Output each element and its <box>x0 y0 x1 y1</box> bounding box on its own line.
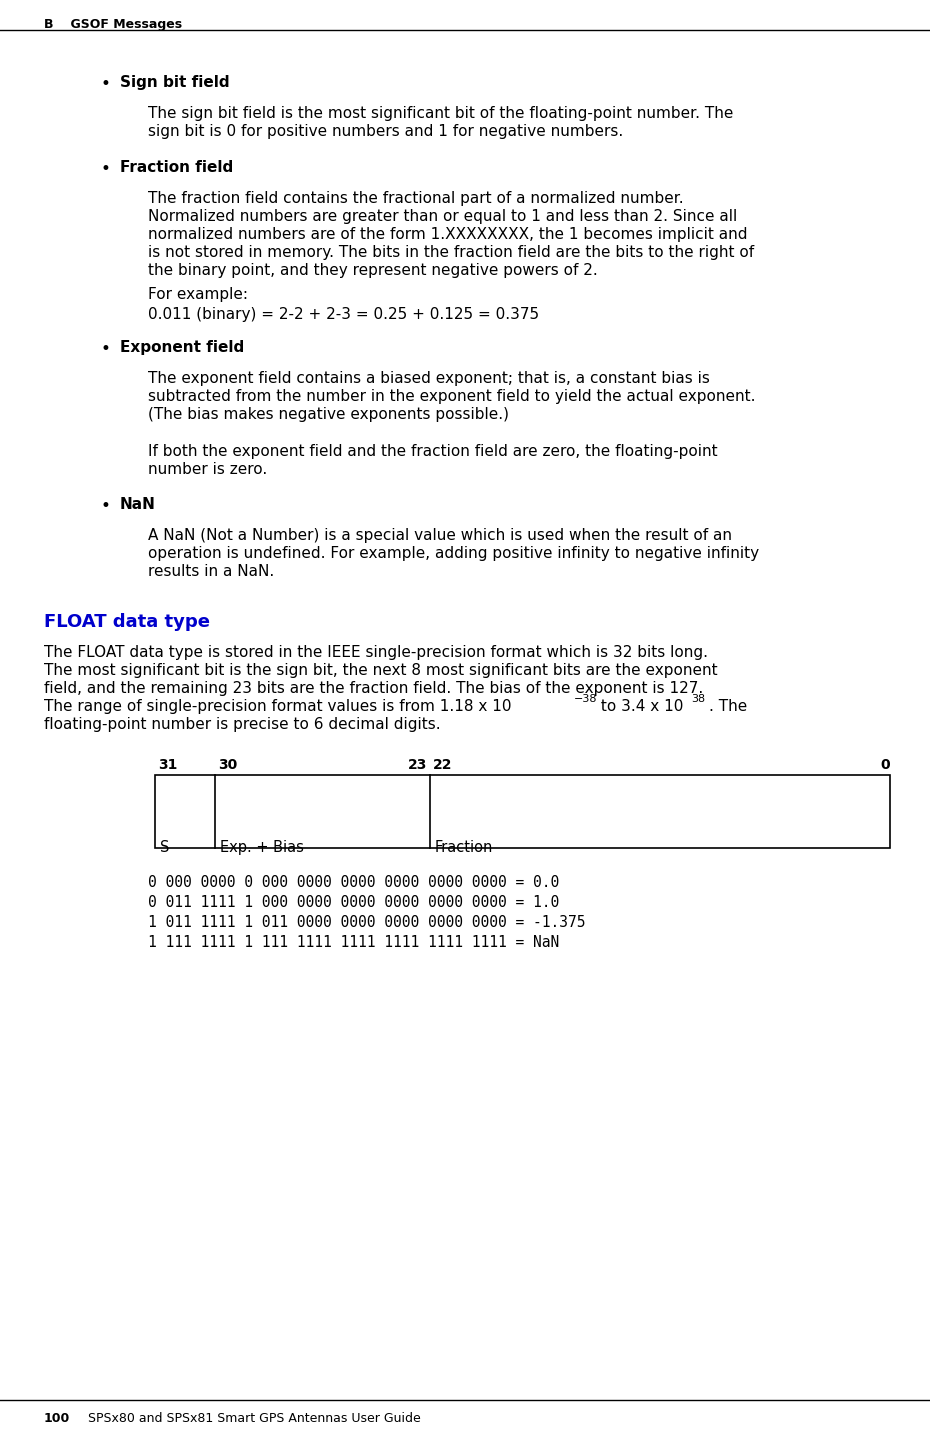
Text: is not stored in memory. The bits in the fraction field are the bits to the righ: is not stored in memory. The bits in the… <box>148 245 754 260</box>
Text: sign bit is 0 for positive numbers and 1 for negative numbers.: sign bit is 0 for positive numbers and 1… <box>148 124 623 139</box>
Text: results in a NaN.: results in a NaN. <box>148 563 274 579</box>
Text: NaN: NaN <box>120 498 156 512</box>
Text: The FLOAT data type is stored in the IEEE single-precision format which is 32 bi: The FLOAT data type is stored in the IEE… <box>44 645 708 661</box>
Text: the binary point, and they represent negative powers of 2.: the binary point, and they represent neg… <box>148 263 598 277</box>
Text: 30: 30 <box>218 758 237 772</box>
Text: •: • <box>100 74 110 93</box>
Text: . The: . The <box>709 699 747 714</box>
Text: 0: 0 <box>880 758 890 772</box>
Text: The range of single-precision format values is from 1.18 x 10: The range of single-precision format val… <box>44 699 512 714</box>
Text: 38: 38 <box>691 694 705 704</box>
Text: normalized numbers are of the form 1.XXXXXXXX, the 1 becomes implicit and: normalized numbers are of the form 1.XXX… <box>148 227 748 242</box>
Text: 23: 23 <box>408 758 428 772</box>
Text: (The bias makes negative exponents possible.): (The bias makes negative exponents possi… <box>148 408 509 422</box>
Text: Exponent field: Exponent field <box>120 340 245 355</box>
Text: B: B <box>44 19 54 31</box>
Text: If both the exponent field and the fraction field are zero, the floating-point: If both the exponent field and the fract… <box>148 443 718 459</box>
Text: •: • <box>100 498 110 515</box>
Text: The fraction field contains the fractional part of a normalized number.: The fraction field contains the fraction… <box>148 192 684 206</box>
Text: 22: 22 <box>433 758 453 772</box>
Text: Exp. + Bias: Exp. + Bias <box>220 839 304 855</box>
Text: SPSx80 and SPSx81 Smart GPS Antennas User Guide: SPSx80 and SPSx81 Smart GPS Antennas Use… <box>72 1411 420 1426</box>
Text: Normalized numbers are greater than or equal to 1 and less than 2. Since all: Normalized numbers are greater than or e… <box>148 209 737 225</box>
Text: 1 011 1111 1 011 0000 0000 0000 0000 0000 = -1.375: 1 011 1111 1 011 0000 0000 0000 0000 000… <box>148 915 586 930</box>
Text: to 3.4 x 10: to 3.4 x 10 <box>596 699 684 714</box>
Text: S: S <box>160 839 169 855</box>
Text: subtracted from the number in the exponent field to yield the actual exponent.: subtracted from the number in the expone… <box>148 389 755 405</box>
Text: 0.011 (binary) = 2-2 + 2-3 = 0.25 + 0.125 = 0.375: 0.011 (binary) = 2-2 + 2-3 = 0.25 + 0.12… <box>148 307 539 322</box>
Text: FLOAT data type: FLOAT data type <box>44 613 210 631</box>
Text: floating-point number is precise to 6 decimal digits.: floating-point number is precise to 6 de… <box>44 716 441 732</box>
Text: For example:: For example: <box>148 287 248 302</box>
Text: The sign bit field is the most significant bit of the floating-point number. The: The sign bit field is the most significa… <box>148 106 734 122</box>
Text: GSOF Messages: GSOF Messages <box>53 19 182 31</box>
Text: A NaN (Not a Number) is a special value which is used when the result of an: A NaN (Not a Number) is a special value … <box>148 528 732 543</box>
Text: operation is undefined. For example, adding positive infinity to negative infini: operation is undefined. For example, add… <box>148 546 759 561</box>
Text: 0 000 0000 0 000 0000 0000 0000 0000 0000 = 0.0: 0 000 0000 0 000 0000 0000 0000 0000 000… <box>148 875 559 889</box>
Text: −38: −38 <box>574 694 597 704</box>
Text: •: • <box>100 340 110 358</box>
Text: The exponent field contains a biased exponent; that is, a constant bias is: The exponent field contains a biased exp… <box>148 370 710 386</box>
Text: The most significant bit is the sign bit, the next 8 most significant bits are t: The most significant bit is the sign bit… <box>44 664 718 678</box>
Text: 0 011 1111 1 000 0000 0000 0000 0000 0000 = 1.0: 0 011 1111 1 000 0000 0000 0000 0000 000… <box>148 895 559 909</box>
Text: number is zero.: number is zero. <box>148 462 267 478</box>
Text: 31: 31 <box>158 758 178 772</box>
Text: Fraction: Fraction <box>435 839 494 855</box>
Text: 1 111 1111 1 111 1111 1111 1111 1111 1111 = NaN: 1 111 1111 1 111 1111 1111 1111 1111 111… <box>148 935 559 950</box>
Text: field, and the remaining 23 bits are the fraction field. The bias of the exponen: field, and the remaining 23 bits are the… <box>44 681 703 696</box>
Text: Sign bit field: Sign bit field <box>120 74 230 90</box>
Text: •: • <box>100 160 110 177</box>
Text: 100: 100 <box>44 1411 71 1426</box>
Text: Fraction field: Fraction field <box>120 160 233 174</box>
Bar <box>155 775 890 848</box>
